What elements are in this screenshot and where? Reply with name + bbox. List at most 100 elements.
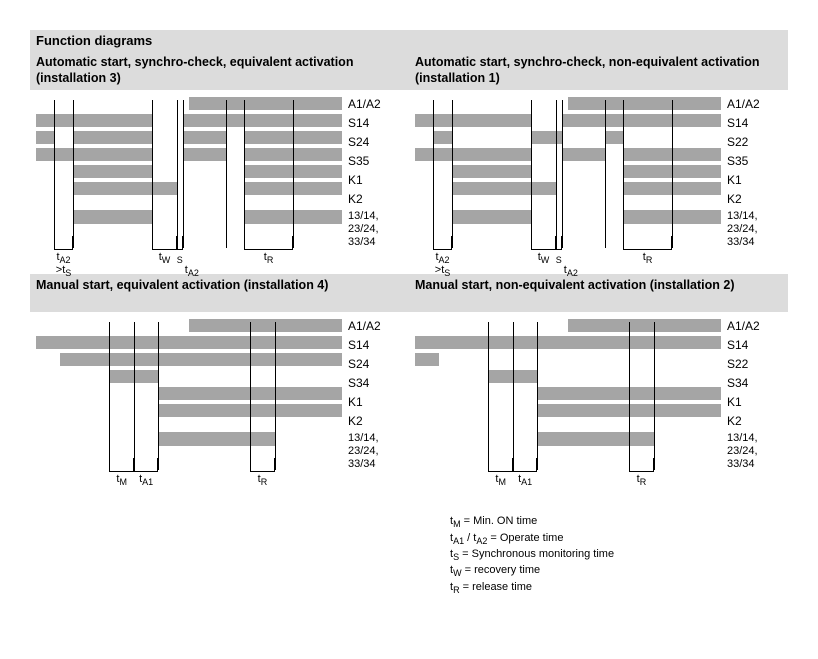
signal-track [415,318,721,333]
row-label: S14 [348,115,403,132]
row-label: A1/A2 [727,318,782,335]
labels-column: A1/A2S14S24S34K1K213/14,23/24,33/34 [342,318,403,496]
guide-line [623,100,624,248]
row-label: S34 [727,375,782,392]
signal-track [36,181,342,196]
bar-segment [452,210,532,224]
time-marker: StA2 [177,240,183,254]
bar-segment [415,336,721,349]
signal-track [415,386,721,401]
signal-track [36,403,342,418]
labels-column: A1/A2S14S22S34K1K213/14,23/24,33/34 [721,318,782,496]
guide-line [226,100,227,248]
signal-track [36,113,342,128]
guide-line [73,100,74,248]
row-label: K1 [348,172,403,189]
bar-segment [73,131,153,144]
bar-segment [433,131,451,144]
signal-track [36,130,342,145]
panel-p2: Automatic start, synchro-check, non-equi… [409,51,788,274]
signal-track [415,369,721,384]
panel-title: Manual start, equivalent activation (ins… [30,274,409,312]
guide-line [244,100,245,248]
guide-line [158,322,159,470]
row-label: S22 [727,134,782,151]
bar-segment [73,210,153,224]
row-label: S14 [727,337,782,354]
bar-segment [568,97,721,110]
guide-line [134,322,135,470]
row-label: S24 [348,356,403,373]
timing-chart: tMtA1tRA1/A2S14S22S34K1K213/14,23/24,33/… [409,312,788,496]
bar-segment [562,148,605,161]
row-label: S22 [727,356,782,373]
signal-track [36,386,342,401]
row-label: 13/14,23/24,33/34 [348,432,403,472]
bar-segment [158,432,274,446]
time-marker: tA2>tS [54,240,72,254]
bar-segment [36,131,54,144]
signal-track [415,335,721,350]
guide-line [275,322,276,470]
time-marker: tA1 [513,462,537,476]
time-marker: tA1 [134,462,158,476]
timing-chart: tMtA1tRA1/A2S14S24S34K1K213/14,23/24,33/… [30,312,409,496]
time-marker: tM [109,462,133,476]
signal-track [415,130,721,145]
row-label: S14 [727,115,782,132]
signal-track [36,164,342,179]
bar-segment [189,319,342,332]
row-label: A1/A2 [348,96,403,113]
row-label: 13/14,23/24,33/34 [348,210,403,250]
signal-track [415,113,721,128]
bar-segment [452,165,532,178]
time-markers: tMtA1tR [415,462,721,496]
signal-track [36,96,342,111]
panel-title: Automatic start, synchro-check, equivale… [30,51,409,90]
guide-line [531,100,532,248]
bar-segment [415,353,439,366]
panel-p4: Manual start, non-equivalent activation … [409,274,788,496]
panel-p1: Automatic start, synchro-check, equivale… [30,51,409,274]
guide-line [452,100,453,248]
time-marker: tW [152,240,176,254]
signal-track [36,352,342,367]
bar-segment [183,114,342,127]
row-label: 13/14,23/24,33/34 [727,432,782,472]
row-label: K1 [727,172,782,189]
signal-track [36,420,342,458]
time-markers: tA2>tStWStA2tR [415,240,721,274]
bars-column: tMtA1tR [36,318,342,496]
time-markers: tA2>tStWStA2tR [36,240,342,274]
row-label: K1 [727,394,782,411]
guide-line [293,100,294,248]
signal-track [36,335,342,350]
bar-segment [605,131,623,144]
signal-track [36,369,342,384]
row-label: K1 [348,394,403,411]
bar-segment [531,131,562,144]
guide-line [629,322,630,470]
bar-segment [36,336,342,349]
guide-line [177,100,178,248]
timing-chart: tA2>tStWStA2tRA1/A2S14S24S35K1K213/14,23… [30,90,409,274]
time-marker: tM [488,462,512,476]
row-label: S35 [348,153,403,170]
labels-column: A1/A2S14S22S35K1K213/14,23/24,33/34 [721,96,782,274]
row-label: K2 [727,191,782,208]
guide-line [562,100,563,248]
labels-column: A1/A2S14S24S35K1K213/14,23/24,33/34 [342,96,403,274]
guide-line [672,100,673,248]
guide-line [556,100,557,248]
guide-line [183,100,184,248]
bar-segment [73,182,177,195]
guide-line [654,322,655,470]
row-label: S24 [348,134,403,151]
panel-p3: Manual start, equivalent activation (ins… [30,274,409,496]
guide-line [109,322,110,470]
legend: tM = Min. ON timetA1 / tA2 = Operate tim… [450,514,788,596]
legend-line: tR = release time [450,580,788,596]
section-title: Function diagrams [30,30,788,51]
time-markers: tMtA1tR [36,462,342,496]
signal-track [415,352,721,367]
